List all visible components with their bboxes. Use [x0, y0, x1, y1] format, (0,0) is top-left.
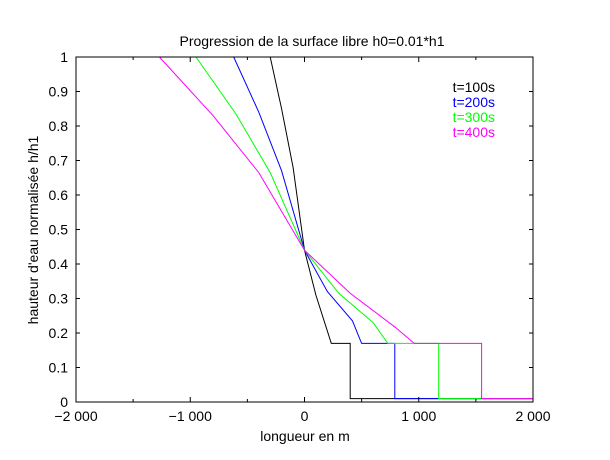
plot-area: 0 0.1 0.2 0.3 0.4 0.5 0.6 0.7 0.8 0.9 1 −2 000 −1 0… [49, 49, 551, 424]
legend-label-2: t=200s [453, 94, 495, 110]
y-axis-title: hauteur d'eau normalisée h/h1 [25, 135, 41, 324]
x-tick-label: 0 [301, 408, 309, 424]
y-tick-label: 0.4 [49, 256, 69, 272]
x-axis: −2 000 −1 000 0 1 000 2 000 [54, 57, 551, 424]
x-tick-label: 1 000 [401, 408, 436, 424]
y-tick-label: 0.5 [49, 222, 69, 238]
y-tick-label: 0.9 [49, 84, 69, 100]
x-tick-label: −1 000 [169, 408, 212, 424]
y-tick-label: 0.3 [49, 291, 69, 307]
legend-label-1: t=100s [453, 79, 495, 95]
y-axis: 0 0.1 0.2 0.3 0.4 0.5 0.6 0.7 0.8 0.9 1 [49, 49, 533, 410]
y-tick-label: 1 [60, 49, 68, 65]
legend-label-4: t=400s [453, 124, 495, 140]
y-tick-label: 0.2 [49, 325, 69, 341]
series-line-3 [195, 56, 533, 400]
x-tick-label: 2 000 [515, 408, 550, 424]
series-line-4 [159, 56, 533, 400]
y-tick-label: 0.6 [49, 187, 69, 203]
series-line-1 [269, 56, 533, 400]
y-tick-label: 0.8 [49, 118, 69, 134]
chart-title: Progression de la surface libre h0=0.01*… [179, 33, 444, 49]
x-tick-label: −2 000 [54, 408, 97, 424]
y-tick-label: 0.7 [49, 153, 69, 169]
legend-label-3: t=300s [453, 109, 495, 125]
y-tick-label: 0.1 [49, 360, 69, 376]
x-axis-title: longueur en m [260, 428, 350, 444]
y-tick-label: 0 [60, 394, 68, 410]
series-layer [159, 56, 533, 400]
series-line-2 [233, 56, 533, 400]
